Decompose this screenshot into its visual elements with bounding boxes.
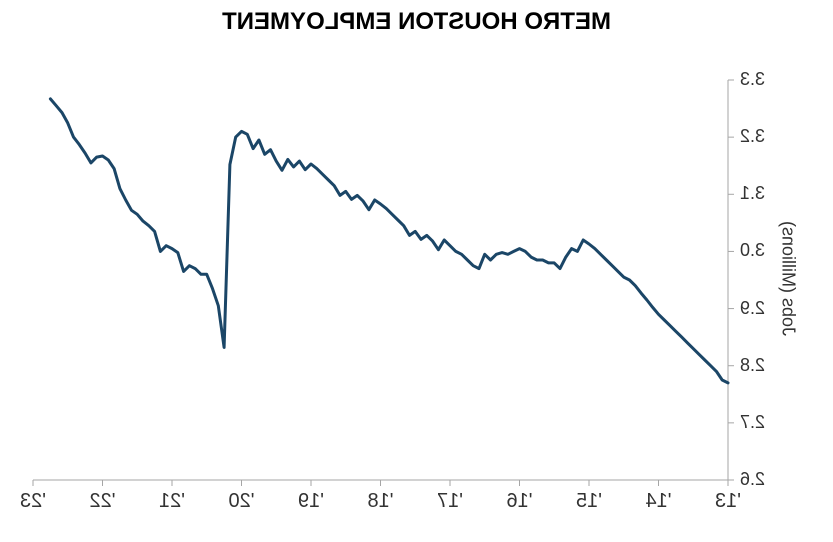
y-tick-label: 2.9 bbox=[740, 298, 765, 319]
y-tick-label: 3.3 bbox=[740, 69, 765, 90]
y-tick-label: 2.8 bbox=[740, 355, 765, 376]
x-tick-label: '20 bbox=[217, 490, 267, 513]
y-tick-label: 2.7 bbox=[740, 412, 765, 433]
y-tick-label: 3.2 bbox=[740, 126, 765, 147]
y-tick-label: 3.1 bbox=[740, 183, 765, 204]
x-tick-label: '17 bbox=[425, 490, 475, 513]
x-tick-label: '19 bbox=[286, 490, 336, 513]
chart-container: { "chart": { "type": "line", "title": "M… bbox=[0, 0, 833, 542]
employment-series-line bbox=[50, 99, 728, 383]
chart-svg bbox=[0, 0, 833, 542]
x-tick-label: '22 bbox=[78, 490, 128, 513]
x-tick-label: '23 bbox=[8, 490, 58, 513]
y-tick-label: 2.6 bbox=[740, 469, 765, 490]
x-tick-label: '13 bbox=[703, 490, 753, 513]
y-tick-label: 3.0 bbox=[740, 240, 765, 261]
x-tick-label: '16 bbox=[495, 490, 545, 513]
x-tick-label: '15 bbox=[564, 490, 614, 513]
x-tick-label: '14 bbox=[634, 490, 684, 513]
x-tick-label: '21 bbox=[147, 490, 197, 513]
x-tick-label: '18 bbox=[356, 490, 406, 513]
